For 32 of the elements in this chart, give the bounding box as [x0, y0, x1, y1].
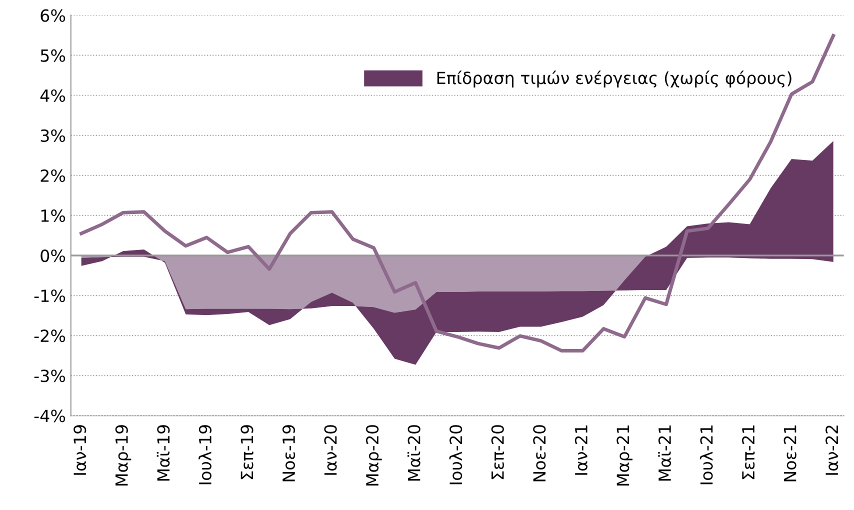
legend-label: Επίδραση τιμών ενέργειας (χωρίς φόρους) [437, 70, 792, 88]
x-tick-label: Μαρ-21 [616, 426, 632, 486]
y-tick-label: -4% [34, 410, 66, 422]
y-tick-label: -3% [34, 370, 66, 382]
x-tick-label: Νοε-21 [784, 426, 796, 482]
x-tick-label: Μαϊ-21 [658, 426, 672, 481]
y-tick-label: 1% [41, 209, 66, 222]
x-tick-label: Μαϊ-19 [156, 425, 170, 481]
x-tick-label: Σεπ-20 [491, 425, 504, 480]
x-tick-label: Ιουλ-21 [700, 426, 713, 484]
y-tick-label: 4% [40, 89, 66, 102]
x-tick-label: Σεπ-21 [742, 426, 755, 480]
x-tick-label: Ιουλ-19 [198, 425, 212, 484]
x-tick-label: Ιαν-21 [574, 426, 588, 475]
x-tick-label: Ιαν-22 [826, 426, 838, 475]
y-tick-label: -2% [34, 330, 66, 342]
x-tick-label: Σεπ-19 [240, 425, 254, 480]
x-tick-label: Νοε-20 [533, 425, 546, 482]
y-tick-label: 0% [40, 249, 66, 262]
y-tick-label: 2% [40, 169, 66, 182]
line-series [80, 34, 836, 353]
x-tick-label: Νοε-19 [282, 425, 296, 482]
x-tick-label: Μαϊ-20 [408, 425, 420, 481]
y-tick-label: 5% [40, 49, 66, 62]
x-tick-label: Μαρ-20 [366, 425, 382, 486]
y-tick-label: 6% [40, 9, 66, 22]
x-tick-label: Ιαν-19 [74, 425, 86, 475]
y-tick-label: -1% [34, 290, 66, 302]
x-tick-label: Ιαν-20 [324, 425, 337, 475]
x-tick-label: Μαρ-19 [115, 425, 132, 486]
y-tick-label: 3% [40, 129, 66, 142]
x-tick-label: Ιουλ-20 [449, 425, 462, 484]
